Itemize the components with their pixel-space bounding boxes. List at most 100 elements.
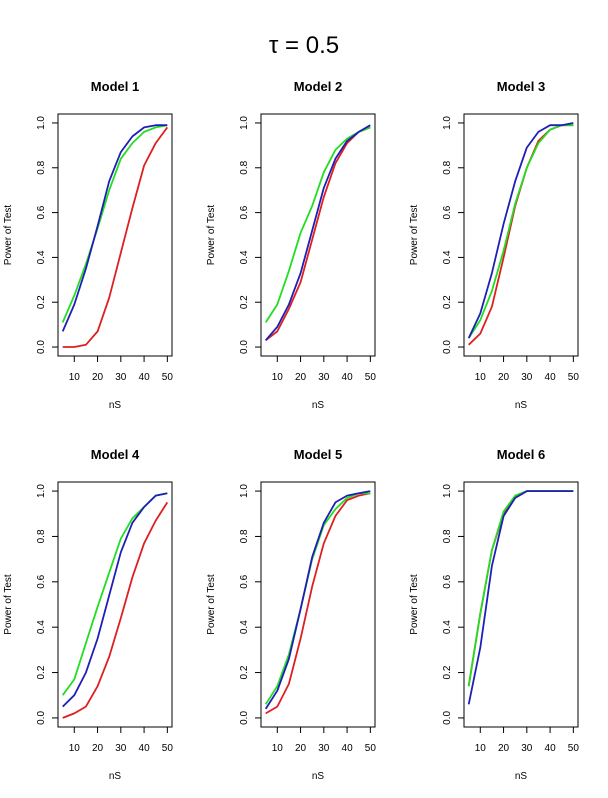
x-tick-label: 10 xyxy=(475,743,487,754)
y-tick-label: 0.4 xyxy=(442,250,453,264)
series-line-red xyxy=(265,492,371,715)
y-tick-label: 1.0 xyxy=(239,116,250,130)
panel-title: Model 6 xyxy=(497,447,545,462)
series-line-green xyxy=(264,126,371,323)
y-axis-label: Power of Test xyxy=(409,574,420,635)
series-line-green xyxy=(61,492,168,696)
y-tick-label: 0.6 xyxy=(442,574,453,588)
y-axis-label: Power of Test xyxy=(3,205,14,266)
y-tick-label: 0.0 xyxy=(239,340,250,354)
series-line-blue xyxy=(62,492,168,708)
panel-title: Model 4 xyxy=(91,447,140,462)
y-tick-label: 0.6 xyxy=(239,574,250,588)
x-tick-label: 50 xyxy=(568,743,580,754)
x-axis-label: nS xyxy=(312,400,325,411)
series-line-green xyxy=(61,124,168,323)
x-tick-label: 30 xyxy=(318,743,330,754)
y-axis-label: Power of Test xyxy=(3,574,14,635)
y-tick-label: 1.0 xyxy=(442,484,453,498)
y-axis-label: Power of Test xyxy=(206,205,217,266)
plot-frame xyxy=(260,481,376,728)
x-tick-label: 40 xyxy=(139,743,151,754)
series-line-blue xyxy=(264,490,371,710)
y-tick-label: 0.2 xyxy=(36,665,47,679)
y-tick-label: 0.4 xyxy=(442,620,453,634)
series-line-red xyxy=(62,501,169,719)
x-tick-label: 40 xyxy=(545,372,557,383)
x-tick-label: 10 xyxy=(272,372,284,383)
x-tick-label: 30 xyxy=(521,372,533,383)
x-tick-label: 50 xyxy=(162,372,174,383)
x-tick-label: 20 xyxy=(295,372,307,383)
y-tick-label: 0.6 xyxy=(36,574,47,588)
x-tick-label: 10 xyxy=(69,743,81,754)
panel-model-5: Model 5 0.0 0.2 0.4 0.6 0.8 1.0 10 20 30 40 50 nS Pow… xyxy=(206,447,376,782)
y-tick-label: 0.6 xyxy=(239,205,250,219)
y-tick-label: 0.8 xyxy=(239,529,250,543)
y-tick-label: 1.0 xyxy=(36,116,47,130)
x-tick-label: 40 xyxy=(139,372,151,383)
y-tick-label: 0.8 xyxy=(239,160,250,174)
y-tick-label: 0.8 xyxy=(36,160,47,174)
x-axis-label: nS xyxy=(109,400,122,411)
panel-title: Model 1 xyxy=(91,79,139,94)
plot-frame xyxy=(260,113,376,357)
y-tick-label: 0.4 xyxy=(239,250,250,264)
y-tick-label: 0.2 xyxy=(239,665,250,679)
x-tick-label: 20 xyxy=(92,743,104,754)
plot-frame xyxy=(57,113,173,357)
y-tick-label: 0.4 xyxy=(239,620,250,634)
series-line-green xyxy=(467,124,574,339)
y-tick-label: 0.6 xyxy=(36,205,47,219)
y-tick-label: 0.0 xyxy=(442,340,453,354)
x-axis-label: nS xyxy=(109,771,122,782)
x-axis-label: nS xyxy=(312,771,325,782)
x-tick-label: 20 xyxy=(295,743,307,754)
x-tick-label: 30 xyxy=(115,743,127,754)
series-line-blue xyxy=(467,122,574,339)
series-line-green xyxy=(467,490,574,687)
y-tick-label: 0.0 xyxy=(239,711,250,725)
y-tick-label: 0.6 xyxy=(442,205,453,219)
plot-frame xyxy=(463,481,579,728)
y-tick-label: 0.8 xyxy=(442,529,453,543)
plot-frame xyxy=(57,481,173,728)
y-tick-label: 0.2 xyxy=(442,295,453,309)
panel-model-2: Model 2 0.0 0.2 0.4 0.6 0.8 1.0 10 20 30 40 50 nS Pow… xyxy=(206,79,376,411)
series-line-red xyxy=(62,126,169,348)
panel-model-4: Model 4 0.0 0.2 0.4 0.6 0.8 1.0 10 20 30 40 50 nS Pow… xyxy=(3,447,173,782)
y-axis-label: Power of Test xyxy=(409,205,420,266)
panel-title: Model 2 xyxy=(294,79,342,94)
y-tick-label: 1.0 xyxy=(36,484,47,498)
panel-title: Model 5 xyxy=(294,447,342,462)
series-line-blue xyxy=(265,124,371,341)
y-tick-label: 0.0 xyxy=(442,711,453,725)
y-tick-label: 0.4 xyxy=(36,620,47,634)
figure-title: τ = 0.5 xyxy=(269,32,339,59)
y-tick-label: 0.2 xyxy=(36,295,47,309)
series-line-green xyxy=(264,492,371,705)
y-tick-label: 0.8 xyxy=(442,160,453,174)
y-tick-label: 1.0 xyxy=(442,116,453,130)
y-tick-label: 0.2 xyxy=(239,295,250,309)
y-tick-label: 0.2 xyxy=(442,665,453,679)
x-tick-label: 40 xyxy=(545,743,557,754)
panel-model-6: Model 6 0.0 0.2 0.4 0.6 0.8 1.0 10 20 30 40 50 nS Pow… xyxy=(409,447,579,782)
x-tick-label: 20 xyxy=(498,372,510,383)
y-axis-label: Power of Test xyxy=(206,574,217,635)
y-tick-label: 0.4 xyxy=(36,250,47,264)
x-tick-label: 50 xyxy=(365,372,377,383)
x-tick-label: 10 xyxy=(475,372,487,383)
panel-model-3: Model 3 0.0 0.2 0.4 0.6 0.8 1.0 10 20 30 40 50 nS Pow… xyxy=(409,79,579,411)
x-tick-label: 50 xyxy=(162,743,174,754)
x-tick-label: 30 xyxy=(115,372,127,383)
series-line-blue xyxy=(61,124,168,332)
x-tick-label: 40 xyxy=(342,372,354,383)
x-tick-label: 20 xyxy=(92,372,104,383)
y-tick-label: 0.8 xyxy=(36,529,47,543)
series-line-blue xyxy=(467,490,574,705)
x-tick-label: 50 xyxy=(365,743,377,754)
panel-model-1: Model 1 0.0 0.2 0.4 0.6 0.8 1.0 10 20 30 40 50 nS Pow… xyxy=(3,79,173,411)
y-tick-label: 0.0 xyxy=(36,340,47,354)
